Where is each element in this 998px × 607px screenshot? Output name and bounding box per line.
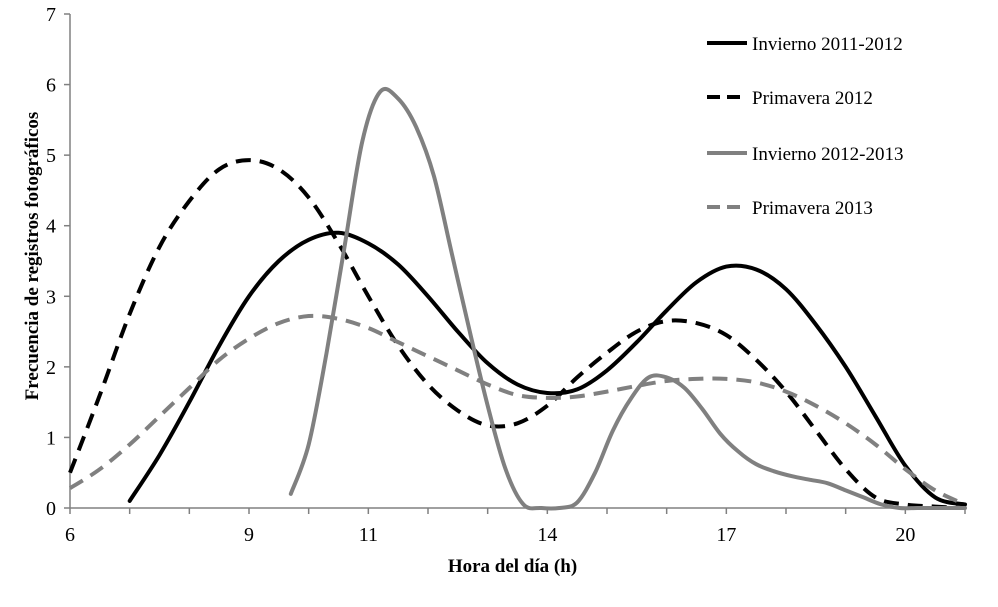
axes: 0 1 2 3 4 5 6 7 6 9 11 14 17 20 — [46, 4, 966, 546]
y-tick-label: 5 — [46, 145, 56, 167]
legend: Invierno 2011-2012 Primavera 2012 Invierno… — [707, 34, 903, 219]
legend-label: Primavera 2012 — [752, 88, 873, 109]
legend-label: Primavera 2013 — [752, 198, 873, 219]
y-tick-label: 7 — [46, 4, 56, 26]
x-tick-label: 9 — [244, 524, 254, 546]
series-line-primavera-2012 — [68, 158, 966, 510]
series-line-primavera-2013 — [68, 313, 966, 507]
y-tick-label: 3 — [46, 286, 56, 308]
x-tick-label: 11 — [359, 524, 378, 546]
series-layer — [68, 86, 967, 511]
legend-label: Invierno 2012-2013 — [752, 144, 903, 165]
x-axis-title: Hora del día (h) — [448, 556, 577, 577]
y-tick-label: 1 — [46, 427, 56, 449]
x-tick-label: 17 — [716, 524, 736, 546]
series-line-invierno-2012-2013 — [288, 86, 967, 511]
x-tick-label: 14 — [537, 524, 557, 546]
x-tick-label: 6 — [65, 524, 75, 546]
x-tick-label: 20 — [895, 524, 915, 546]
y-tick-label: 6 — [46, 75, 56, 97]
y-tick-label: 0 — [46, 498, 56, 520]
y-tick-label: 2 — [46, 357, 56, 379]
y-axis-title: Frecuencia de registros fotográficos — [22, 112, 43, 401]
legend-label: Invierno 2011-2012 — [752, 34, 903, 55]
y-tick-label: 4 — [46, 216, 56, 238]
series-line-invierno-2011-2012 — [127, 230, 967, 507]
